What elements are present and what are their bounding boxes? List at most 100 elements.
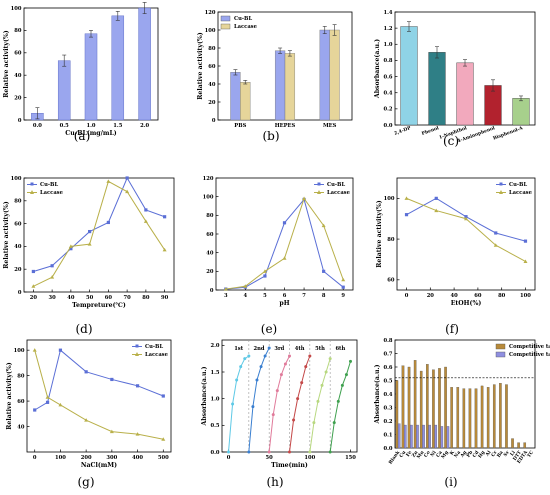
series-line-h-5 [329,361,351,453]
legend-marker-d [30,190,34,194]
y-tick-label-h: 0.0 [210,450,219,456]
bar-i-0 [474,388,478,449]
panel-letter-h: (h) [266,475,283,489]
legend-marker-g [135,344,139,348]
x-axis-title-f: EtOH(%) [451,300,482,307]
y-tick-label-b: 100 [205,28,216,34]
legend-label-g: Laccase [145,352,169,358]
x-tick-label-d: 60 [105,295,113,301]
point-h-4 [324,370,328,374]
y-tick-label-h: 2.0 [210,343,219,349]
point-e-1 [262,269,267,273]
bar-i-0 [468,388,472,449]
point-d-0 [50,264,54,268]
bar-i-0 [419,370,423,449]
x-tick-label-d: 90 [161,295,169,301]
x-tick-label-b: MES [323,123,337,129]
legend-swatch-i [495,343,506,350]
point-f-1 [434,208,439,213]
y-tick-label-e: 60 [206,232,214,238]
legend-marker-d [30,182,34,186]
panel-letter-g: (g) [77,475,94,489]
y-tick-label-f: 60 [387,278,395,284]
bar-b-1 [240,81,251,121]
bar-c [512,98,530,126]
bar-i-0 [450,387,453,449]
x-tick-label-a: 1.0 [86,123,95,129]
legend-marker-e [317,190,321,194]
bar-i-1 [428,424,431,449]
plot-frame-g [26,339,172,453]
point-h-2 [275,389,279,393]
point-d-1 [50,275,55,279]
x-tick-label-g: 400 [132,455,143,461]
point-h-0 [239,365,243,369]
point-g-0 [33,408,37,412]
x-tick-label-i: Fe [405,450,413,458]
y-tick-label-f: 100 [384,196,395,202]
x-axis-title-g: NaCl(mM) [81,462,117,469]
y-tick-label-e: 80 [206,213,214,219]
series-line-d-1 [33,180,166,287]
point-g-0 [84,370,88,374]
x-tick-label-i: Hg [477,449,487,459]
point-h-5 [332,421,336,425]
panel-letter-e: (e) [261,322,277,336]
bar-b-0 [274,50,286,121]
plot-frame-d [23,177,175,293]
bar-i-0 [492,384,496,449]
cycle-label-h: 4th [295,346,305,352]
y-axis-title-a: Relative activity(%) [3,30,10,98]
series-line-g-1 [34,350,164,440]
y-tick-label-f: 80 [387,237,395,243]
bar-b-1 [329,29,340,121]
bar-i-0 [505,384,508,449]
panel-letter-b: (b) [262,129,279,143]
y-axis-title-i: Absorbance(a.u.) [374,364,381,424]
x-tick-label-a: 2.0 [140,123,149,129]
y-tick-label-b: 60 [208,64,216,70]
legend-label-d: Cu-BL [40,182,58,188]
point-f-0 [464,215,468,219]
x-tick-label-d: 20 [30,295,38,301]
y-tick-label-i: 0.5 [383,378,392,384]
x-tick-label-f: 40 [450,293,458,299]
legend-label-e: Cu-BL [327,182,345,188]
point-f-0 [494,231,498,235]
bar-i-0 [401,365,405,449]
legend-label-d: Laccase [40,190,64,196]
x-tick-label-i: TC [526,449,535,459]
x-axis-title-d: Tempreture(℃) [72,302,126,309]
point-e-0 [282,221,287,225]
point-f-0 [523,239,528,243]
x-tick-label-c: 2,4-DP [393,125,412,137]
point-h-5 [336,399,340,403]
bar-a [57,60,71,121]
y-axis-title-d: Relative activity(%) [3,201,10,269]
legend-label-e: Laccase [327,190,351,196]
point-d-1 [87,242,92,246]
point-g-1 [161,437,166,441]
bar-i-1 [440,426,444,449]
x-tick-label-i: Pb [465,449,474,459]
x-tick-label-i: Ni [429,450,437,459]
point-h-4 [328,357,332,361]
legend-marker-f [499,182,503,186]
legend-label-i: Competitive targets [509,344,550,350]
x-tick-label-h: 50 [266,455,274,461]
x-tick-label-e: 3 [224,293,228,299]
point-h-4 [308,450,312,454]
x-tick-label-i: Sr [503,449,512,458]
legend-label-g: Cu-BL [145,344,163,350]
point-d-1 [125,189,130,194]
point-e-0 [263,274,267,278]
bar-b-0 [319,29,330,121]
legend-marker-g [135,352,139,356]
cycle-label-h: 5th [315,346,325,352]
x-tick-label-a: 1.5 [113,123,122,129]
point-h-4 [320,383,324,387]
bar-i-1 [397,423,401,449]
x-tick-label-i: Li [509,450,517,458]
bar-i-0 [480,385,484,449]
y-tick-label-g: 40 [17,424,25,430]
